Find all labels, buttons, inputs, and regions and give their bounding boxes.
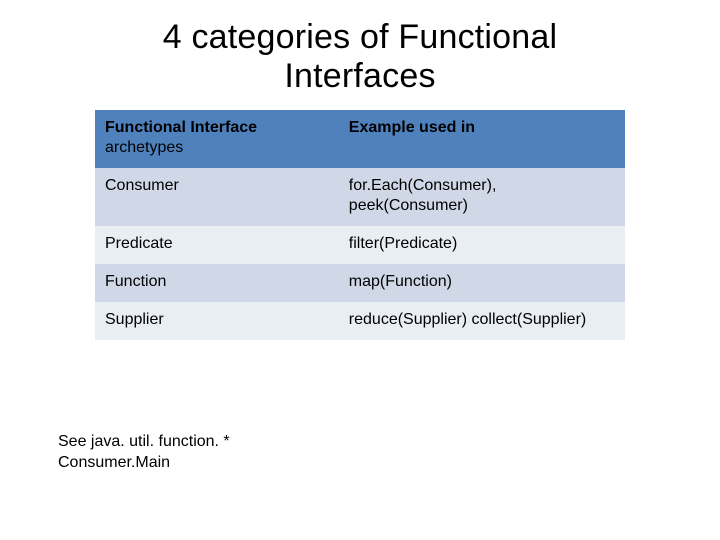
cell-example: reduce(Supplier) collect(Supplier) (339, 302, 625, 340)
header-col-1-strong: Functional Interface (105, 119, 257, 136)
footnote-line-1: See java. util. function. * (58, 433, 230, 450)
title-line-2: Interfaces (284, 57, 435, 95)
cell-archetype: Supplier (95, 302, 339, 340)
slide-title: 4 categories of Functional Interfaces (0, 0, 720, 110)
table-header-row: Functional Interface archetypes Example … (95, 110, 625, 168)
table-row: Supplier reduce(Supplier) collect(Suppli… (95, 302, 625, 340)
cell-example: for.Each(Consumer), peek(Consumer) (339, 168, 625, 226)
table-row: Consumer for.Each(Consumer), peek(Consum… (95, 168, 625, 226)
footnote: See java. util. function. * Consumer.Mai… (58, 432, 230, 474)
cell-example: filter(Predicate) (339, 226, 625, 264)
functional-interfaces-table: Functional Interface archetypes Example … (95, 110, 625, 340)
title-line-1: 4 categories of Functional (163, 18, 558, 56)
table-container: Functional Interface archetypes Example … (95, 110, 625, 340)
header-col-1: Functional Interface archetypes (95, 110, 339, 168)
footnote-line-2: Consumer.Main (58, 454, 170, 471)
header-col-1-sub: archetypes (105, 139, 183, 156)
header-col-2: Example used in (339, 110, 625, 168)
cell-archetype: Consumer (95, 168, 339, 226)
cell-example: map(Function) (339, 264, 625, 302)
cell-archetype: Function (95, 264, 339, 302)
table-row: Function map(Function) (95, 264, 625, 302)
cell-archetype: Predicate (95, 226, 339, 264)
table-row: Predicate filter(Predicate) (95, 226, 625, 264)
slide: 4 categories of Functional Interfaces Fu… (0, 0, 720, 540)
